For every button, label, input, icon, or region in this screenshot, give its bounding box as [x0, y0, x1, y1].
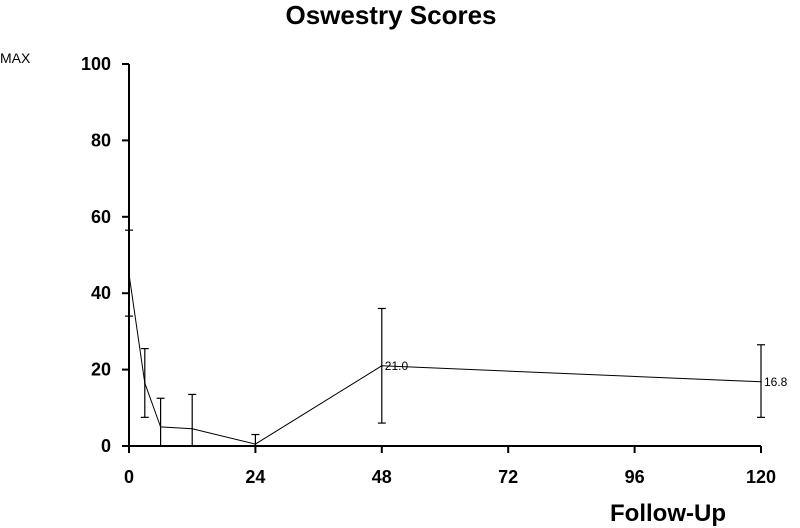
x-tick-label: 0 — [124, 467, 134, 487]
data-point — [128, 273, 130, 275]
data-point — [144, 382, 146, 384]
data-point — [254, 443, 257, 445]
data-point — [760, 381, 762, 383]
x-tick-label: 120 — [746, 467, 776, 487]
x-tick-label: 96 — [625, 467, 645, 487]
y-tick-label: 40 — [91, 283, 111, 303]
y-tick-label: 100 — [81, 54, 111, 74]
y-axis-label: MAX — [0, 50, 31, 66]
y-tick-label: 60 — [91, 207, 111, 227]
y-tick-label: 20 — [91, 360, 111, 380]
y-ticks: 0 20 40 60 80 100 — [81, 54, 129, 456]
chart-title: Oswestry Scores — [285, 0, 496, 30]
x-tick-label: 48 — [372, 467, 392, 487]
series-line — [128, 274, 762, 445]
x-axis-label: Follow-Up — [610, 500, 726, 527]
y-tick-label: 80 — [91, 130, 111, 150]
data-label: 16.8 — [764, 375, 788, 389]
data-point — [159, 426, 162, 428]
data-point — [381, 364, 383, 367]
data-point — [191, 428, 193, 430]
series — [125, 229, 765, 447]
x-tick-label: 72 — [498, 467, 518, 487]
x-ticks: 0 24 48 72 96 120 — [124, 446, 776, 487]
annotations: 21.0 16.8 — [385, 359, 788, 389]
axes — [128, 64, 761, 447]
y-tick-label: 0 — [101, 436, 111, 456]
x-tick-label: 24 — [245, 467, 265, 487]
data-label: 21.0 — [385, 359, 409, 373]
